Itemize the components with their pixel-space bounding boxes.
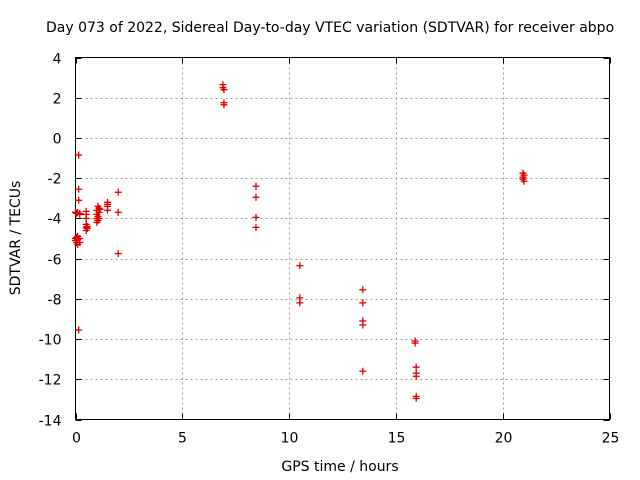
data-point [359,286,367,294]
y-tick-label: -10 [39,333,62,349]
data-point [412,394,420,402]
y-tick-label: -12 [39,373,62,389]
data-point [95,208,103,216]
data-point [114,250,122,258]
data-point [114,188,122,196]
x-tick-label: 20 [495,431,513,447]
y-tick-label: 0 [53,132,62,148]
y-tick-label: -14 [39,414,62,430]
data-point [411,337,419,345]
data-point [83,222,91,230]
y-tick-label: -6 [48,253,62,269]
tick-labels: 0 5 10 15 20 25 -14 -12 -10 -8 -6 -4 -2 0 2 4 [39,52,620,447]
y-tick-label: -8 [48,293,62,309]
y-tick-label: -4 [48,212,62,228]
y-axis-label: SDTVAR / TECUs [8,181,24,296]
x-axis-label: GPS time / hours [281,459,398,475]
data-point [296,262,304,270]
data-point [252,193,260,201]
data-point [252,182,260,190]
data-point [76,239,84,247]
data-point [412,372,420,380]
x-tick-label: 0 [72,431,81,447]
axis-ticks [75,57,611,421]
data-point [82,214,90,222]
data-point [296,299,304,307]
data-point [75,326,83,334]
data-point [220,86,228,94]
data-point [104,206,112,214]
data-point [96,205,104,213]
plot-frame [75,57,610,420]
grid-lines [75,57,610,420]
data-point [75,196,83,204]
x-tick-label: 25 [602,431,620,447]
y-tick-label: 4 [53,52,62,68]
data-point [75,151,83,159]
data-point [104,200,112,208]
data-point [359,367,367,375]
x-tick-label: 10 [281,431,299,447]
data-point [252,223,260,231]
data-point [520,171,528,179]
data-point [359,299,367,307]
data-point [114,208,122,216]
data-point [520,177,528,185]
data-point [220,101,228,109]
data-points [72,81,528,402]
data-point [76,210,84,218]
x-tick-label: 5 [178,431,187,447]
x-tick-label: 15 [388,431,406,447]
data-point [412,363,420,371]
data-point [95,214,103,222]
y-tick-label: 2 [53,92,62,108]
data-point [75,185,83,193]
data-point [82,207,90,215]
data-point [252,213,260,221]
data-point [359,321,367,329]
chart-title: Day 073 of 2022, Sidereal Day-to-day VTE… [46,20,614,36]
y-tick-label: -2 [48,172,62,188]
